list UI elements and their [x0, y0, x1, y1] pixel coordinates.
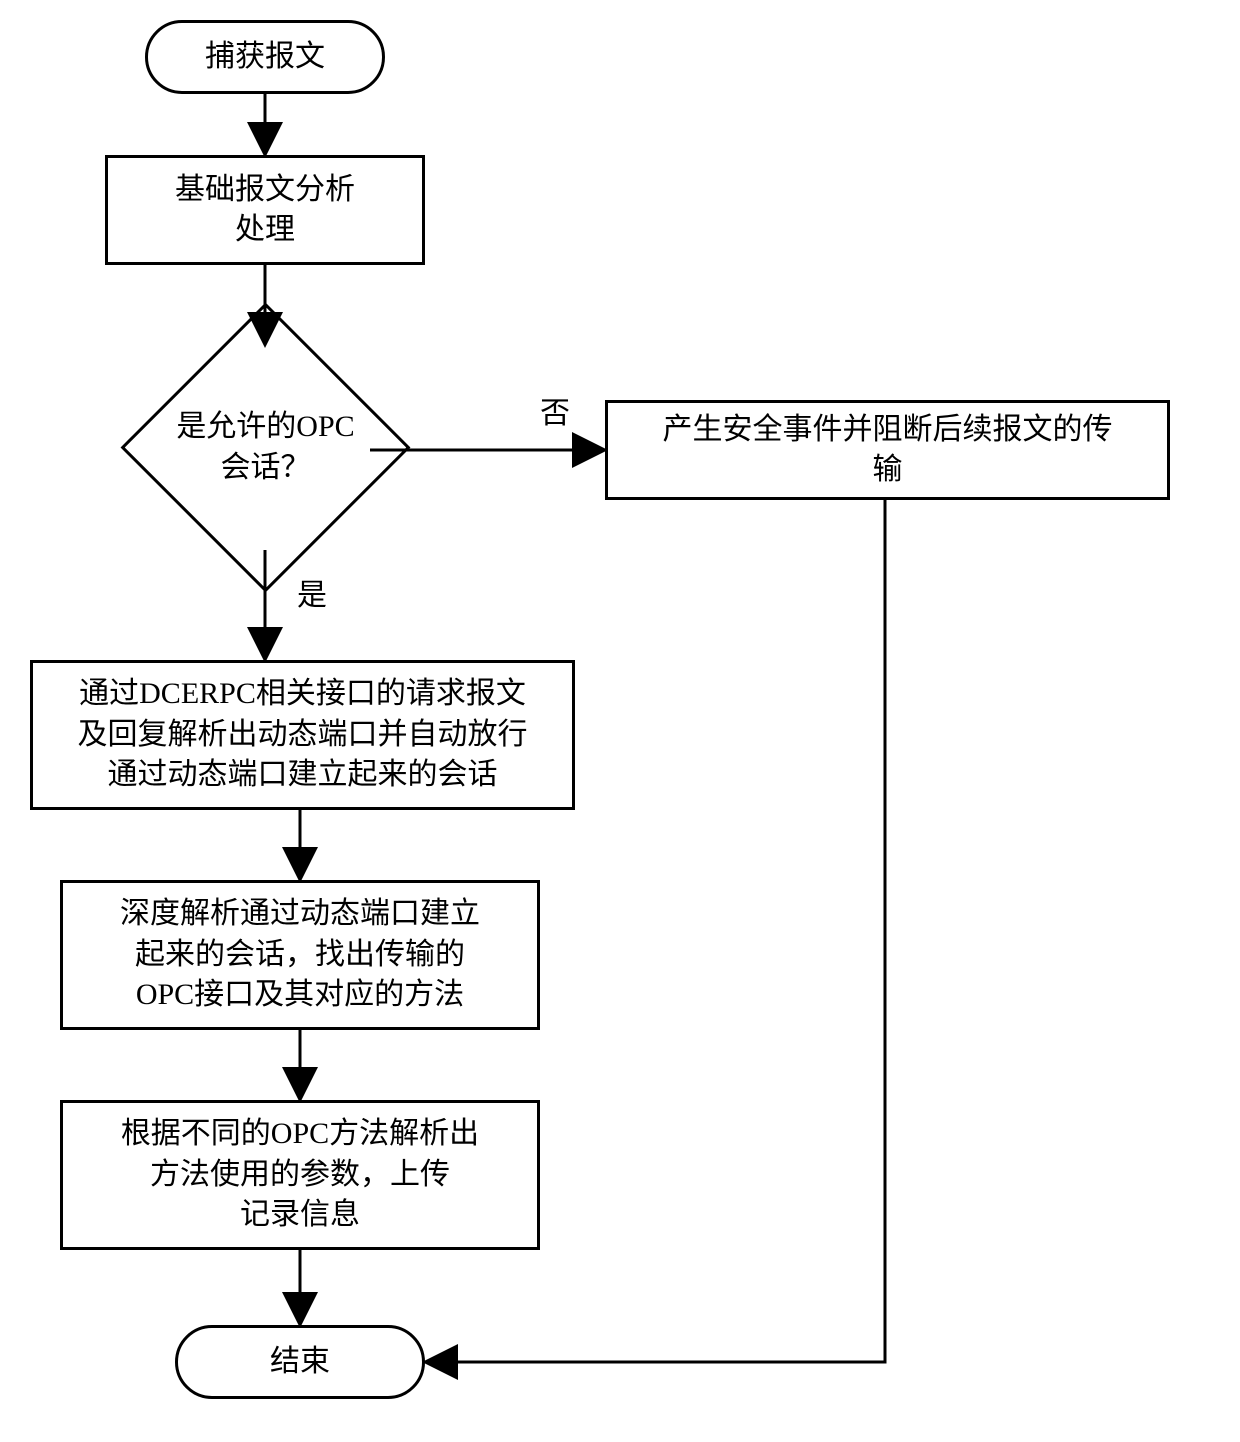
deep-parse-node: 深度解析通过动态端口建立起来的会话，找出传输的OPC接口及其对应的方法: [60, 880, 540, 1030]
basic-analysis-label: 基础报文分析处理: [175, 170, 355, 251]
start-label: 捕获报文: [205, 37, 325, 78]
decision-label: 是允许的OPC会话？: [176, 407, 354, 488]
dcerpc-label: 通过DCERPC相关接口的请求报文及回复解析出动态端口并自动放行通过动态端口建立…: [78, 674, 528, 796]
edge-label-no: 否: [540, 388, 570, 432]
dcerpc-node: 通过DCERPC相关接口的请求报文及回复解析出动态端口并自动放行通过动态端口建立…: [30, 660, 575, 810]
flowchart-canvas: 捕获报文 基础报文分析处理 是允许的OPC会话？ 产生安全事件并阻断后续报文的传…: [0, 0, 1240, 1442]
edge-label-yes: 是: [297, 570, 327, 614]
start-node: 捕获报文: [145, 20, 385, 94]
deep-parse-label: 深度解析通过动态端口建立起来的会话，找出传输的OPC接口及其对应的方法: [120, 894, 480, 1016]
end-label: 结束: [270, 1342, 330, 1383]
block-node: 产生安全事件并阻断后续报文的传输: [605, 400, 1170, 500]
end-node: 结束: [175, 1325, 425, 1399]
param-parse-label: 根据不同的OPC方法解析出方法使用的参数，上传记录信息: [121, 1114, 479, 1236]
basic-analysis-node: 基础报文分析处理: [105, 155, 425, 265]
param-parse-node: 根据不同的OPC方法解析出方法使用的参数，上传记录信息: [60, 1100, 540, 1250]
block-label: 产生安全事件并阻断后续报文的传输: [663, 410, 1113, 491]
decision-node: 是允许的OPC会话？: [163, 345, 368, 550]
